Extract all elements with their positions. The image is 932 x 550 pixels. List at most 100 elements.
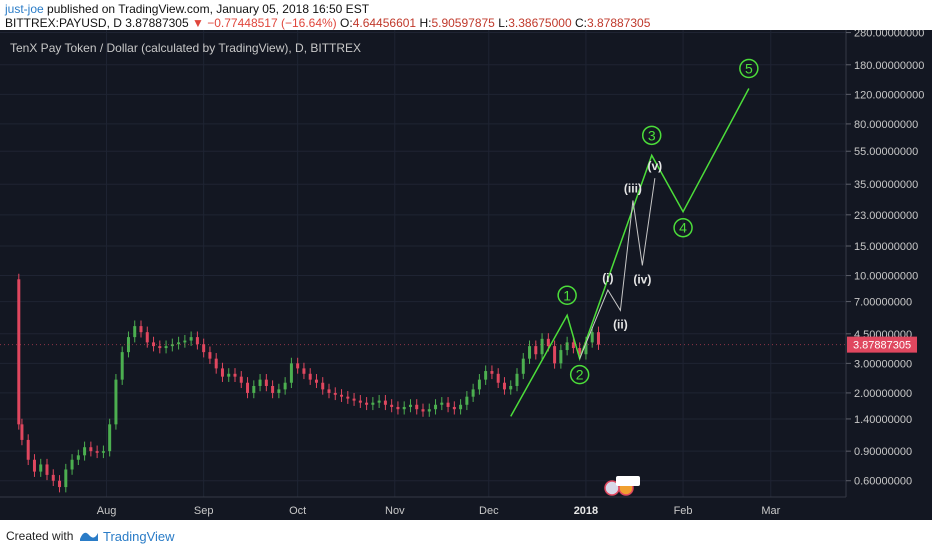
last-price: 3.87887305	[125, 16, 189, 30]
candle-body	[521, 358, 525, 374]
wave-label: 4	[679, 220, 687, 236]
candle-body	[440, 402, 444, 405]
price-tick-label: 10.00000000	[854, 271, 918, 283]
time-tick-label: Dec	[479, 505, 499, 517]
candle-body	[183, 340, 187, 343]
candle-body	[390, 404, 394, 407]
price-tick-label: 15.00000000	[854, 241, 918, 253]
wave-label-circle	[739, 58, 759, 79]
price-tick-label: 180.00000000	[854, 60, 924, 72]
candle-body	[139, 326, 143, 333]
candle-body	[89, 447, 93, 452]
candle-body	[208, 352, 212, 359]
published-text: published on TradingView.com, January 05…	[47, 2, 370, 16]
wave-label-circle	[641, 125, 662, 146]
candle-body	[346, 396, 350, 399]
price-axis[interactable]: 280.00000000 180.00000000 120.00000000 80.0…	[846, 30, 924, 488]
candle-body	[177, 342, 181, 345]
candle-body	[202, 344, 206, 353]
candle-body	[321, 382, 325, 390]
candle-body	[70, 459, 74, 470]
candle-body	[264, 379, 268, 386]
candle-body	[490, 371, 494, 374]
subwave-label: (iv)	[633, 272, 651, 286]
wave-label: 2	[576, 367, 584, 383]
candle-body	[446, 402, 450, 407]
subwave-label: (ii)	[613, 317, 628, 331]
candle-body	[465, 396, 469, 405]
time-tick-label: Sep	[194, 505, 214, 517]
open-value: 4.64456601	[352, 16, 417, 30]
time-tick-label: Mar	[761, 505, 780, 517]
wave-label-circle	[569, 364, 590, 385]
candle-body	[534, 346, 538, 355]
candle-body	[83, 447, 87, 456]
candle-body	[571, 342, 575, 349]
chart-background	[0, 30, 932, 520]
candle-body	[95, 451, 99, 453]
candle-body	[32, 459, 36, 472]
candle-body	[189, 337, 193, 341]
price-tick-label: 1.40000000	[854, 414, 912, 426]
symbol-label: BITTREX:PAYUSD, D	[5, 16, 122, 30]
candle-body	[377, 400, 381, 403]
candle-body	[227, 373, 231, 377]
tradingview-logo-icon	[80, 532, 98, 541]
candle-body	[133, 326, 137, 338]
candle-body	[596, 332, 600, 345]
candle-body	[308, 373, 312, 380]
price-tick-label: 3.00000000	[854, 358, 912, 370]
candle-body	[408, 404, 412, 407]
candle-body	[515, 373, 519, 386]
candle-body	[145, 332, 149, 343]
candle-body	[289, 363, 293, 383]
candle-body	[565, 342, 569, 351]
event-badge[interactable]	[616, 476, 640, 486]
candle-body	[120, 352, 124, 380]
subwave-label: (v)	[648, 159, 663, 173]
candle-body	[371, 402, 375, 405]
candle-body	[158, 346, 162, 349]
low-value: 3.38675000	[508, 16, 572, 30]
candle-body	[20, 424, 24, 440]
candle-body	[421, 409, 425, 412]
candle-body	[471, 389, 475, 397]
time-tick-label: Feb	[674, 505, 693, 517]
wave-count-layer: 1 2 3 4 5 (i) (ii) (iii) (iv) (v)	[0, 58, 846, 417]
low-label: L:	[498, 16, 509, 30]
candle-body	[553, 346, 557, 364]
candle-body	[365, 402, 369, 405]
candle-body	[427, 409, 431, 412]
change-value: −0.77448517 (−16.64%)	[207, 16, 337, 30]
price-chart[interactable]: TenX Pay Token / Dollar (calculated by T…	[0, 30, 932, 520]
candle-body	[64, 469, 68, 488]
candle-body	[383, 400, 387, 405]
time-axis[interactable]: Aug Sep Oct Nov Dec 2018 Feb Mar	[97, 505, 781, 517]
last-price-tag	[847, 336, 917, 353]
price-tick-label: 55.00000000	[854, 146, 918, 158]
candle-body	[58, 480, 62, 488]
price-tick-label: 35.00000000	[854, 179, 918, 191]
footer: Created with TradingView	[0, 520, 932, 550]
tradingview-brand[interactable]: TradingView	[103, 529, 175, 544]
price-tick-label: 2.00000000	[854, 388, 912, 400]
author-link[interactable]: just-joe	[5, 2, 44, 16]
primary-wave-path	[510, 88, 750, 417]
candle-body	[559, 350, 563, 364]
price-tick-label: 7.00000000	[854, 297, 912, 309]
candle-body	[352, 398, 356, 401]
last-price-label: 3.87887305	[853, 340, 911, 352]
wave-label: 3	[648, 127, 656, 143]
candle-body	[152, 342, 156, 347]
candle-body	[402, 406, 406, 410]
time-tick-label: Aug	[97, 505, 117, 517]
event-markers[interactable]	[604, 476, 640, 496]
candle-body	[327, 389, 331, 393]
subwave-label: (i)	[602, 271, 613, 285]
candle-body	[101, 451, 105, 453]
candle-body	[333, 392, 337, 395]
candle-body	[314, 379, 318, 383]
candle-body	[477, 379, 481, 390]
candle-body	[502, 382, 506, 390]
candle-body	[252, 385, 256, 393]
